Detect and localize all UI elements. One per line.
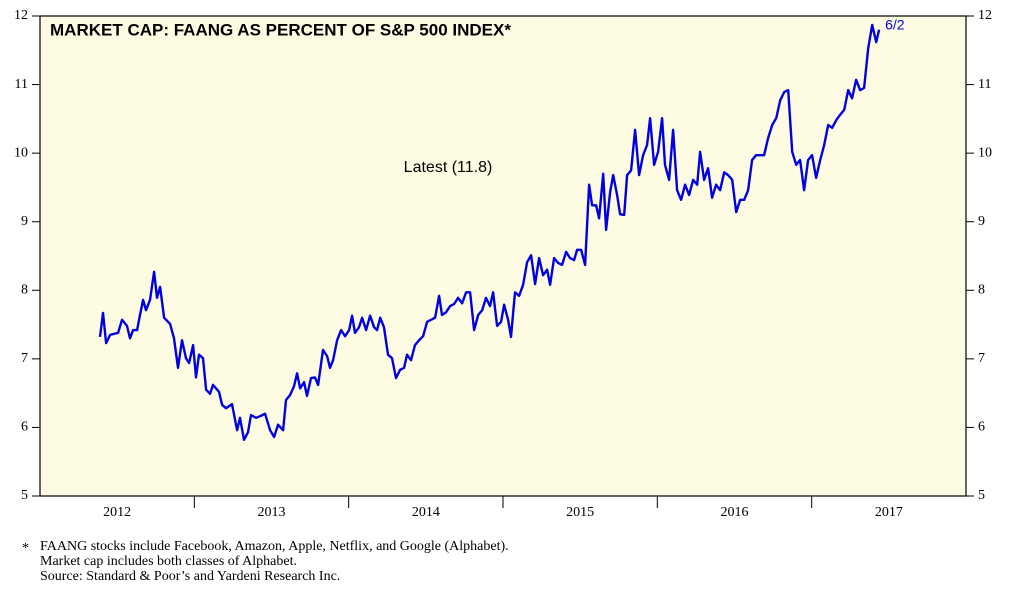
x-tick-label: 2016 xyxy=(721,505,749,520)
end-label: 6/2 xyxy=(885,16,905,32)
y-tick-label: 6 xyxy=(21,420,28,435)
y2-tick-label: 10 xyxy=(978,145,992,160)
annotation: Latest (11.8) xyxy=(404,159,493,176)
footnote: FAANG stocks include Facebook, Amazon, A… xyxy=(40,539,509,554)
y2-tick-label: 9 xyxy=(978,214,985,229)
y-tick-label: 7 xyxy=(21,351,28,366)
y-tick-label: 11 xyxy=(15,77,28,92)
x-tick-label: 2013 xyxy=(258,505,286,520)
x-tick-label: 2014 xyxy=(412,505,440,520)
footnote-mark: * xyxy=(22,541,29,556)
plot-area xyxy=(39,15,967,497)
y-tick-label: 10 xyxy=(14,145,28,160)
y-tick-label: 12 xyxy=(14,8,28,23)
y-tick-label: 8 xyxy=(21,283,28,298)
y-tick-label: 5 xyxy=(21,488,28,503)
y2-tick-label: 12 xyxy=(978,8,992,23)
y2-tick-label: 6 xyxy=(978,420,985,435)
footnote: Source: Standard & Poor’s and Yardeni Re… xyxy=(40,569,340,584)
y2-tick-label: 7 xyxy=(978,351,985,366)
x-tick-label: 2015 xyxy=(566,505,594,520)
chart-title: MARKET CAP: FAANG AS PERCENT OF S&P 500 … xyxy=(50,20,511,39)
x-tick-label: 2017 xyxy=(875,505,903,520)
y2-tick-label: 11 xyxy=(978,77,991,92)
y2-tick-label: 8 xyxy=(978,283,985,298)
y-tick-label: 9 xyxy=(21,214,28,229)
x-tick-label: 2012 xyxy=(103,505,131,520)
footnote: Market cap includes both classes of Alph… xyxy=(40,554,297,569)
data-line xyxy=(98,23,881,441)
y2-tick-label: 5 xyxy=(978,488,985,503)
